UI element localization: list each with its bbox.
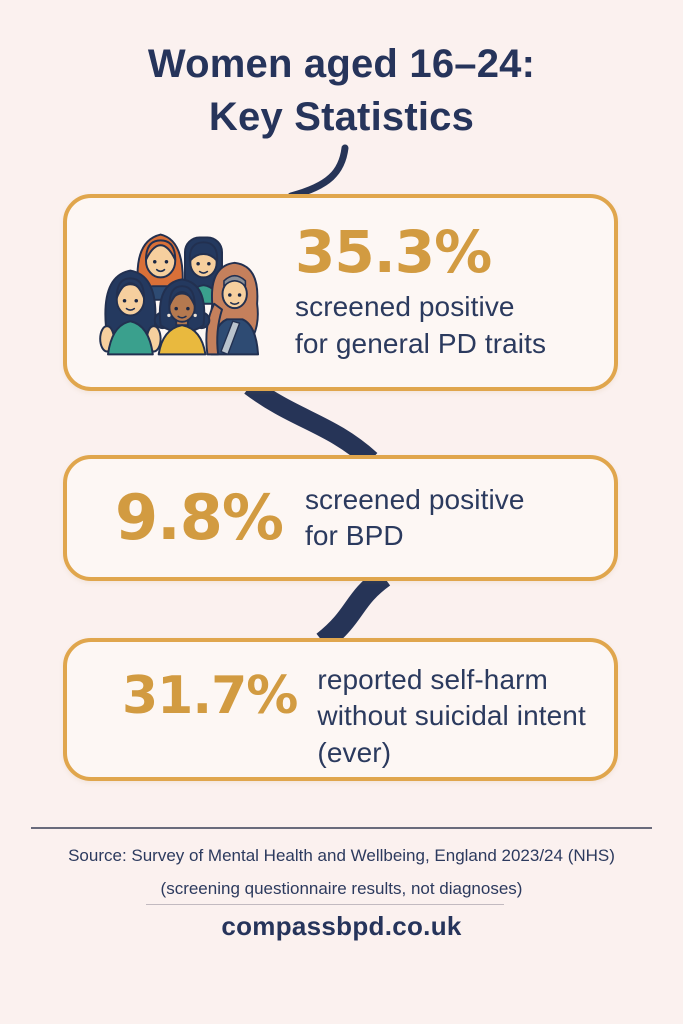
connector-card1-to-card2 bbox=[244, 378, 378, 468]
five-diverse-women-illustration bbox=[99, 233, 260, 355]
card3-caption-line3: (ever) bbox=[317, 736, 392, 768]
card1-caption-line1: screened positive bbox=[295, 291, 515, 323]
connector-card2-to-card3 bbox=[316, 568, 391, 651]
card1-text-block: 35.3% screened positive for general PD t… bbox=[295, 223, 546, 362]
card2-caption-line1: screened positive bbox=[304, 483, 525, 515]
card1-caption-line2: for general PD traits bbox=[295, 327, 547, 359]
card3-stat-value: 31.7% bbox=[122, 666, 298, 726]
card2-caption-line2: for BPD bbox=[304, 520, 404, 551]
connector-title-to-card1 bbox=[287, 144, 349, 200]
card3-caption-line1: reported self-harm bbox=[317, 664, 548, 695]
page-title-line1: Women aged 16–24: bbox=[147, 42, 536, 86]
stat-card-pd-traits: 35.3% screened positive for general PD t… bbox=[63, 194, 618, 391]
stat-card-bpd: 9.8% screened positive for BPD bbox=[63, 455, 618, 581]
footer-divider bbox=[31, 827, 652, 829]
website-divider bbox=[146, 904, 504, 905]
source-line1: Source: Survey of Mental Health and Well… bbox=[68, 846, 615, 865]
card1-stat-value: 35.3% bbox=[295, 218, 492, 287]
source-text: Source: Survey of Mental Health and Well… bbox=[0, 839, 683, 905]
website-url: compassbpd.co.uk bbox=[221, 911, 462, 941]
stat-card-self-harm: 31.7% reported self-harm without suicida… bbox=[63, 638, 618, 781]
page-title: Women aged 16–24: Key Statistics bbox=[0, 38, 683, 144]
source-line2: (screening questionnaire results, not di… bbox=[160, 879, 523, 898]
card3-caption-line2: without suicidal intent bbox=[317, 700, 586, 732]
card2-stat-value: 9.8% bbox=[115, 481, 284, 554]
card3-text-block: reported self-harm without suicidal inte… bbox=[317, 662, 585, 771]
page-title-line2: Key Statistics bbox=[208, 94, 475, 139]
card2-text-block: screened positive for BPD bbox=[305, 482, 525, 555]
